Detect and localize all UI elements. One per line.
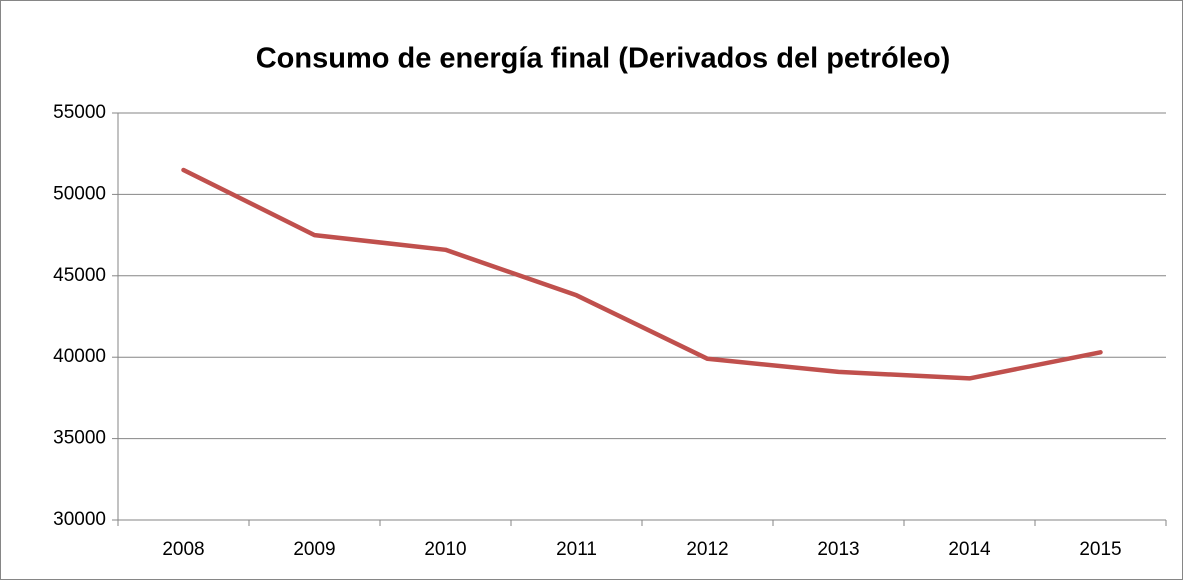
y-tick-label: 35000 (53, 428, 106, 449)
x-tick-label: 2013 (817, 539, 859, 560)
y-tick-label: 40000 (53, 346, 106, 367)
x-tick-label: 2011 (556, 539, 597, 560)
y-tick-label: 55000 (53, 102, 106, 123)
x-tick-label: 2008 (162, 539, 204, 560)
x-tick-label: 2010 (424, 539, 466, 560)
data-line (181, 167, 1103, 381)
x-tick-label: 2012 (686, 539, 728, 560)
x-tick-label: 2015 (1079, 539, 1121, 560)
y-tick-label: 50000 (53, 183, 106, 204)
x-tick-label: 2009 (293, 539, 335, 560)
x-tick-label: 2014 (948, 539, 991, 560)
y-tick-label: 45000 (53, 265, 106, 286)
chart-title: Consumo de energía final (Derivados del … (256, 43, 951, 75)
y-tick-label: 30000 (53, 509, 106, 530)
